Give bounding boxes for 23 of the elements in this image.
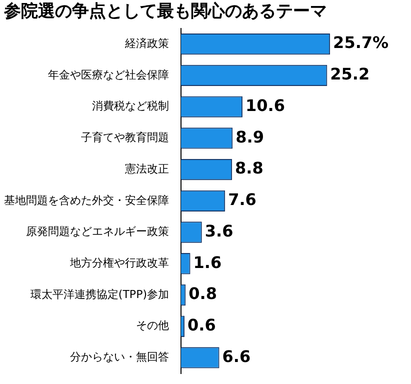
y-tick-label: 基地問題を含めた外交・安全保障 [4,194,169,207]
y-tick-label: その他 [136,319,169,332]
y-tick-label: 原発問題などエネルギー政策 [26,225,169,238]
y-tick-label: 地方分権や行政改革 [69,256,169,270]
data-label: 0.6 [187,316,216,335]
data-label: 3.6 [204,221,234,240]
data-label: 25.2 [330,64,370,84]
data-label: 0.8 [188,284,217,304]
data-label: 7.6 [228,190,256,210]
y-tick-label: 子育てや教育問題 [81,131,169,144]
data-label: 8.9 [236,127,264,146]
data-label: 8.8 [235,158,264,178]
y-tick-label: 消費税など税制 [92,100,169,113]
data-label: 6.6 [222,346,251,366]
data-label: 25.7% [333,33,389,52]
chart-title: 参院選の争点として最も関心のあるテーマ [3,2,327,22]
data-label: 10.6 [245,96,285,115]
data-label: 1.6 [193,252,222,272]
y-tick-label: 分からない・無回答 [70,350,169,364]
y-tick-label: 憲法改正 [124,162,169,176]
y-tick-label: 経済政策 [124,36,169,50]
y-tick-label: 年金や医療など社会保障 [48,68,169,82]
y-tick-label: 環太平洋連携協定(TPP)参加 [30,288,169,301]
